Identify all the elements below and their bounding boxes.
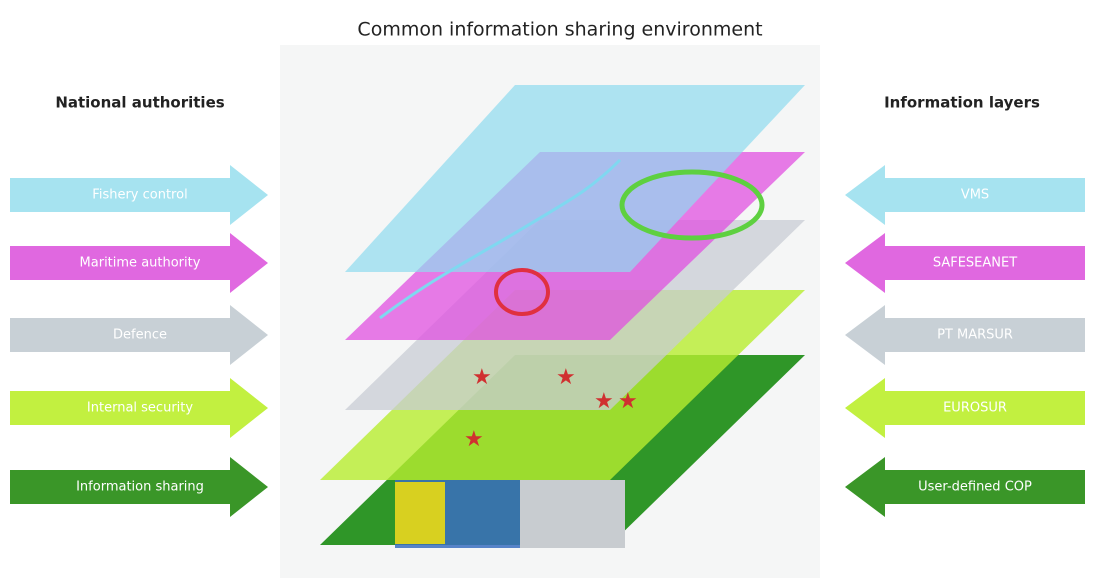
arrow-label: SAFESEANET xyxy=(933,256,1017,271)
arrow-right xyxy=(10,457,268,517)
star: ★ xyxy=(618,389,638,414)
left-heading: National authorities xyxy=(55,94,224,112)
map-image xyxy=(520,480,625,548)
arrow-right xyxy=(10,378,268,438)
arrow-label: Defence xyxy=(113,328,167,343)
arrow-right xyxy=(10,305,268,365)
arrow-label: VMS xyxy=(961,188,989,203)
star: ★ xyxy=(472,365,492,390)
arrow-label: Internal security xyxy=(87,401,193,416)
ellipse-marker xyxy=(619,169,765,241)
arrow-left xyxy=(845,457,1085,517)
arrow-left xyxy=(845,233,1085,293)
arrow-label: User-defined COP xyxy=(918,480,1032,495)
right-heading: Information layers xyxy=(884,94,1040,112)
arrow-label: Fishery control xyxy=(92,188,187,203)
track xyxy=(379,158,622,320)
star: ★ xyxy=(556,365,576,390)
star: ★ xyxy=(594,389,614,414)
arrows: Fishery control VMS Maritime authority SAFE… xyxy=(10,165,1085,517)
map-image xyxy=(395,482,445,544)
arrow-right xyxy=(10,233,268,293)
arrow-right xyxy=(10,165,268,225)
layer xyxy=(345,85,805,272)
star: ★ xyxy=(464,427,484,452)
layers: ★ ★ ★ ★ ★ xyxy=(320,85,805,548)
arrow-label: EUROSUR xyxy=(943,401,1007,416)
circle-marker xyxy=(494,268,550,316)
arrow-left xyxy=(845,305,1085,365)
arrow-left xyxy=(845,165,1085,225)
arrow-label: PT MARSUR xyxy=(937,328,1013,343)
title: Common information sharing environment xyxy=(357,19,762,41)
arrow-label: Information sharing xyxy=(76,480,204,495)
arrow-label: Maritime authority xyxy=(80,256,201,271)
arrow-left xyxy=(845,378,1085,438)
stars: ★ ★ ★ ★ ★ xyxy=(464,365,638,452)
